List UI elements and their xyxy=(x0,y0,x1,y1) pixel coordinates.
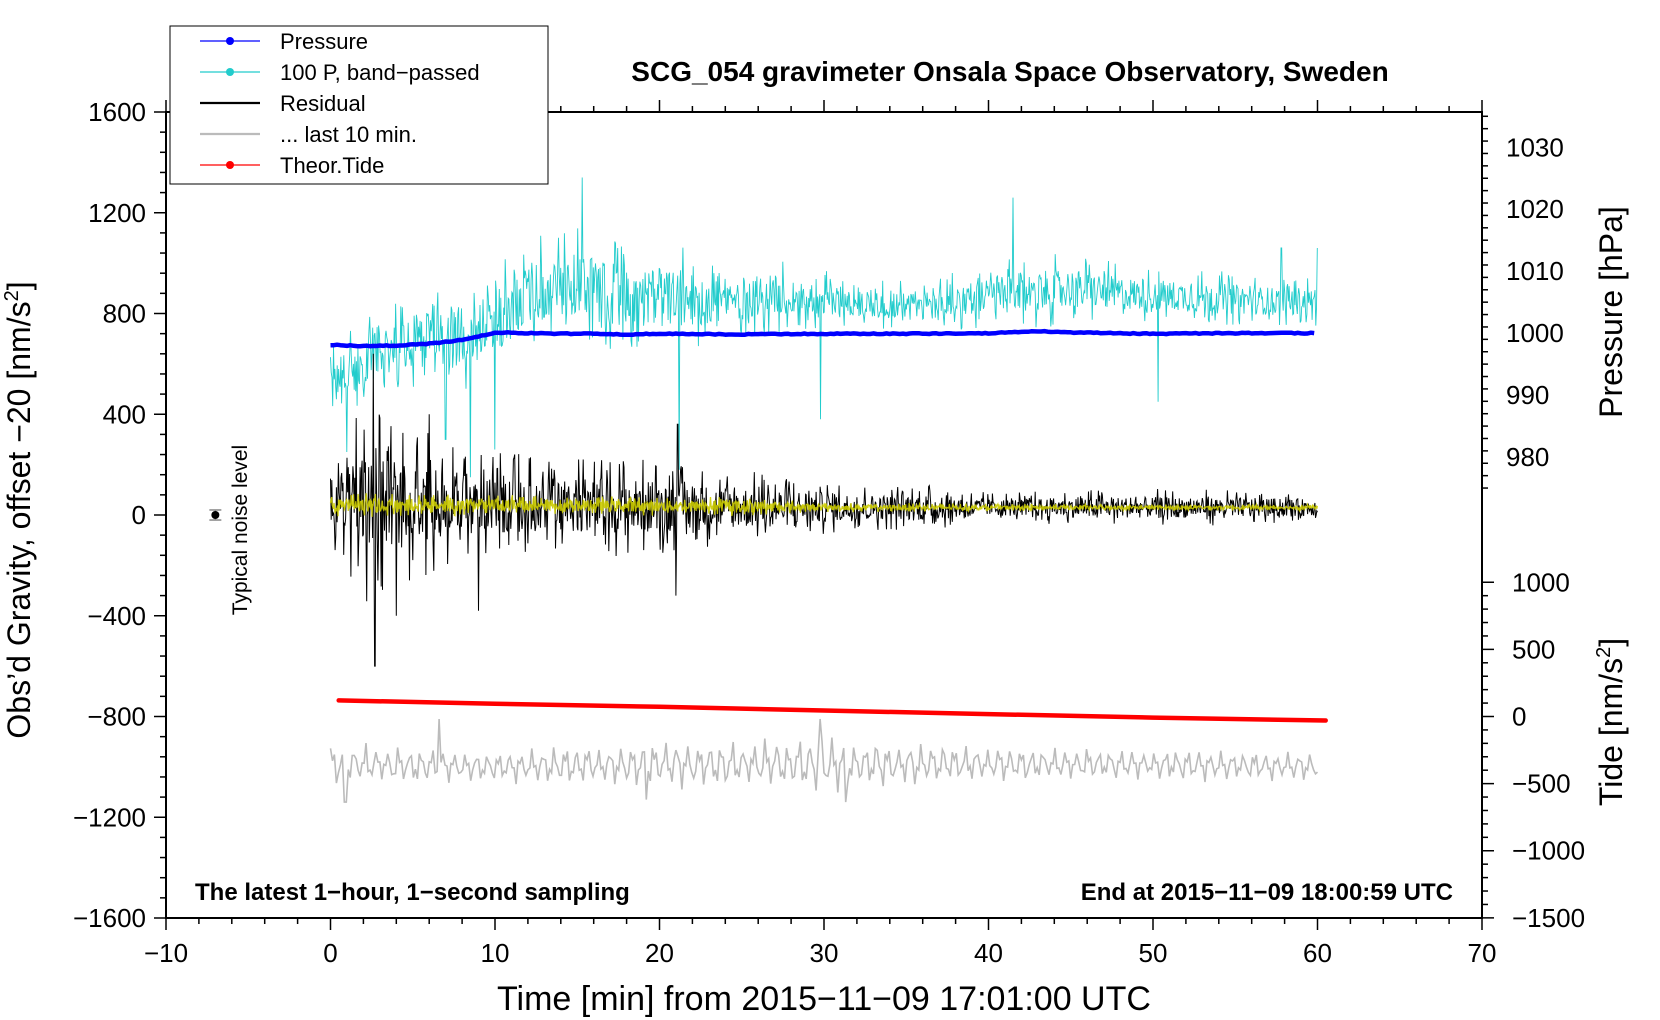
legend-entry: 100 P, band−passed xyxy=(200,60,480,85)
pressure-tick-label: 990 xyxy=(1506,380,1549,410)
legend: Pressure 100 P, band−passed Residual ... la… xyxy=(169,25,549,185)
x-tick-label: 30 xyxy=(810,938,839,968)
legend-label: Residual xyxy=(280,91,366,116)
pressure-tick-label: 1010 xyxy=(1506,256,1564,286)
tide-tick-label: −500 xyxy=(1512,769,1571,799)
y-axis-pressure: 1030 1020 1010 1000 990 980 xyxy=(1482,115,1564,489)
y-axis-tide-title-text: Tide [nm/s xyxy=(1593,658,1629,806)
y-tick-label-left: −1600 xyxy=(73,903,146,933)
noise-level-label: Typical noise level xyxy=(229,445,252,615)
y-axis-tide-title: Tide [nm/s2] xyxy=(1593,638,1629,806)
tide-tick-label: −1500 xyxy=(1512,903,1585,933)
x-axis: −10 0 10 20 30 40 50 60 70 xyxy=(144,100,1497,968)
y-tick-label-left: 400 xyxy=(103,399,146,429)
y-tick-label-left: 1600 xyxy=(88,97,146,127)
x-tick-label: 20 xyxy=(645,938,674,968)
y-axis-tide-unit-sup: 2 xyxy=(1593,647,1615,658)
tide-tick-label: 1000 xyxy=(1512,567,1570,597)
tide-tick-label: 500 xyxy=(1512,634,1555,664)
legend-box xyxy=(169,25,549,185)
theoretical-tide-line xyxy=(336,698,1328,723)
x-tick-label: −10 xyxy=(144,938,188,968)
residual-line xyxy=(330,353,1318,667)
y-axis-left-title: Obs’d Gravity, offset −20 [nm/s2] xyxy=(1,281,37,738)
x-axis-title: Time [min] from 2015−11−09 17:01:00 UTC xyxy=(497,980,1151,1018)
y-axis-left: 1600 1200 800 400 0 −400 −800 −1200 −1600 xyxy=(73,97,166,933)
legend-swatch-dot xyxy=(226,37,234,45)
pressure-tick-label: 980 xyxy=(1506,442,1549,472)
legend-entry: Residual xyxy=(200,91,366,116)
legend-swatch-dot xyxy=(226,68,234,76)
y-axis-pressure-title: Pressure [hPa] xyxy=(1593,206,1629,418)
y-axis-left-unit-sup: 2 xyxy=(1,290,23,301)
x-tick-label: 40 xyxy=(974,938,1003,968)
residual-filtered-line xyxy=(329,493,1318,517)
legend-label: 100 P, band−passed xyxy=(280,60,480,85)
tide-tick-label: 0 xyxy=(1512,702,1526,732)
y-axis-tide: 1000 500 0 −500 −1000 −1500 xyxy=(1482,567,1585,933)
pressure-line xyxy=(330,328,1315,349)
pressure-tick-label: 1020 xyxy=(1506,194,1564,224)
legend-entry: ... last 10 min. xyxy=(200,122,417,147)
chart-title: SCG_054 gravimeter Onsala Space Observat… xyxy=(631,56,1388,87)
pressure-tick-label: 1000 xyxy=(1506,318,1564,348)
y-tick-label-left: −1200 xyxy=(73,802,146,832)
legend-entry: Pressure xyxy=(200,29,368,54)
x-tick-label: 60 xyxy=(1303,938,1332,968)
y-tick-label-left: −800 xyxy=(87,702,146,732)
annotation-end-time: End at 2015−11−09 18:00:59 UTC xyxy=(1081,879,1453,906)
pressure-tick-label: 1030 xyxy=(1506,132,1564,162)
legend-swatch-dot xyxy=(226,161,234,169)
x-tick-label: 0 xyxy=(323,938,337,968)
y-axis-tide-unit-close: ] xyxy=(1593,638,1629,647)
y-tick-label-left: −400 xyxy=(87,601,146,631)
y-axis-left-unit-close: ] xyxy=(1,281,37,290)
noise-level-marker xyxy=(209,509,222,521)
noise-point xyxy=(211,511,220,519)
y-tick-label-left: 1200 xyxy=(88,198,146,228)
y-tick-label-left: 0 xyxy=(132,500,146,530)
x-tick-label: 10 xyxy=(481,938,510,968)
tide-tick-label: −1000 xyxy=(1512,836,1585,866)
last-10-min-line xyxy=(329,718,1319,803)
legend-label: ... last 10 min. xyxy=(280,122,417,147)
legend-entry: Theor.Tide xyxy=(200,153,384,178)
annotation-sampling: The latest 1−hour, 1−second sampling xyxy=(195,879,630,906)
y-tick-label-left: 800 xyxy=(103,299,146,329)
bandpassed-pressure-line xyxy=(330,177,1318,478)
y-axis-left-title-text: Obs’d Gravity, offset −20 [nm/s xyxy=(1,301,37,738)
legend-label: Pressure xyxy=(280,29,368,54)
x-tick-label: 70 xyxy=(1468,938,1497,968)
x-tick-label: 50 xyxy=(1139,938,1168,968)
series-layer xyxy=(329,177,1328,803)
legend-label: Theor.Tide xyxy=(280,153,384,178)
